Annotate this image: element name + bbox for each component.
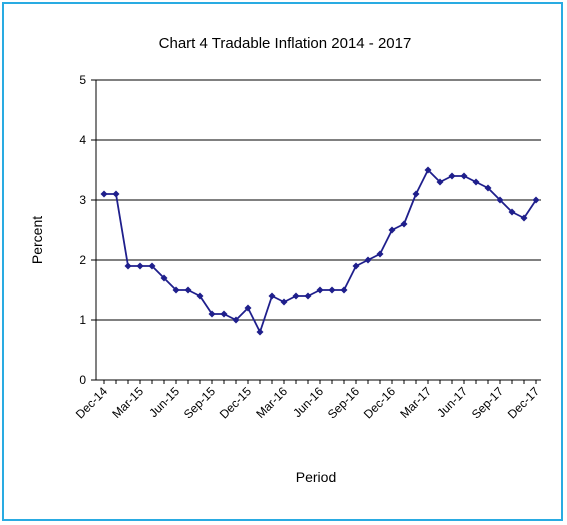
data-point	[100, 190, 108, 198]
grid-lines	[96, 79, 541, 321]
x-tick-label: Sep-16	[325, 384, 362, 421]
data-point	[376, 250, 384, 258]
y-axis-title: Percent	[29, 216, 45, 264]
x-tick-label: Jun-17	[434, 384, 470, 420]
data-point	[340, 286, 348, 294]
data-point	[220, 310, 228, 318]
data-point	[400, 220, 408, 228]
data-point	[328, 286, 336, 294]
data-point	[496, 196, 504, 204]
data-point	[112, 190, 120, 198]
data-point	[448, 172, 456, 180]
data-point	[520, 214, 528, 222]
data-point	[208, 310, 216, 318]
x-tick-label: Jun-15	[146, 384, 182, 420]
data-point	[436, 178, 444, 186]
data-point	[304, 292, 312, 300]
data-point	[316, 286, 324, 294]
y-tick-label: 2	[79, 253, 86, 267]
data-point	[196, 292, 204, 300]
data-point	[352, 262, 360, 270]
data-point	[172, 286, 180, 294]
data-point-layer	[100, 166, 540, 336]
y-tick-label: 3	[79, 193, 86, 207]
x-tick-label: Mar-17	[397, 384, 434, 421]
x-tick-label: Mar-15	[109, 384, 146, 421]
data-point	[232, 316, 240, 324]
data-point	[280, 298, 288, 306]
axes	[91, 79, 541, 384]
data-point	[136, 262, 144, 270]
x-tick-label: Sep-15	[181, 384, 218, 421]
data-point	[364, 256, 372, 264]
data-point	[484, 184, 492, 192]
data-point	[124, 262, 132, 270]
data-point	[256, 328, 264, 336]
data-point	[472, 178, 480, 186]
y-tick-label: 0	[79, 373, 86, 387]
data-point	[148, 262, 156, 270]
data-point	[388, 226, 396, 234]
data-point	[268, 292, 276, 300]
x-axis-title: Period	[296, 469, 336, 485]
chart-title: Chart 4 Tradable Inflation 2014 - 2017	[159, 35, 412, 52]
x-tick-label: Mar-16	[253, 384, 290, 421]
x-tick-label: Dec-14	[73, 384, 110, 421]
y-tick-label: 1	[79, 313, 86, 327]
y-tick-label: 5	[79, 73, 86, 87]
y-tick-labels: 0 1 2 3 4 5	[79, 73, 86, 387]
x-tick-label: Sep-17	[469, 384, 506, 421]
data-point	[160, 274, 168, 282]
x-tick-label: Dec-17	[505, 384, 542, 421]
data-point	[460, 172, 468, 180]
x-tick-label: Dec-15	[217, 384, 254, 421]
data-point	[292, 292, 300, 300]
x-tick-label: Jun-16	[290, 384, 326, 420]
series-line-layer	[104, 169, 537, 333]
data-point	[532, 196, 540, 204]
series-line	[104, 169, 537, 333]
data-point	[184, 286, 192, 294]
data-point	[244, 304, 252, 312]
data-point	[412, 190, 420, 198]
data-point	[508, 208, 516, 216]
x-tick-label: Dec-16	[361, 384, 398, 421]
y-tick-label: 4	[79, 133, 86, 147]
data-point	[424, 166, 432, 174]
